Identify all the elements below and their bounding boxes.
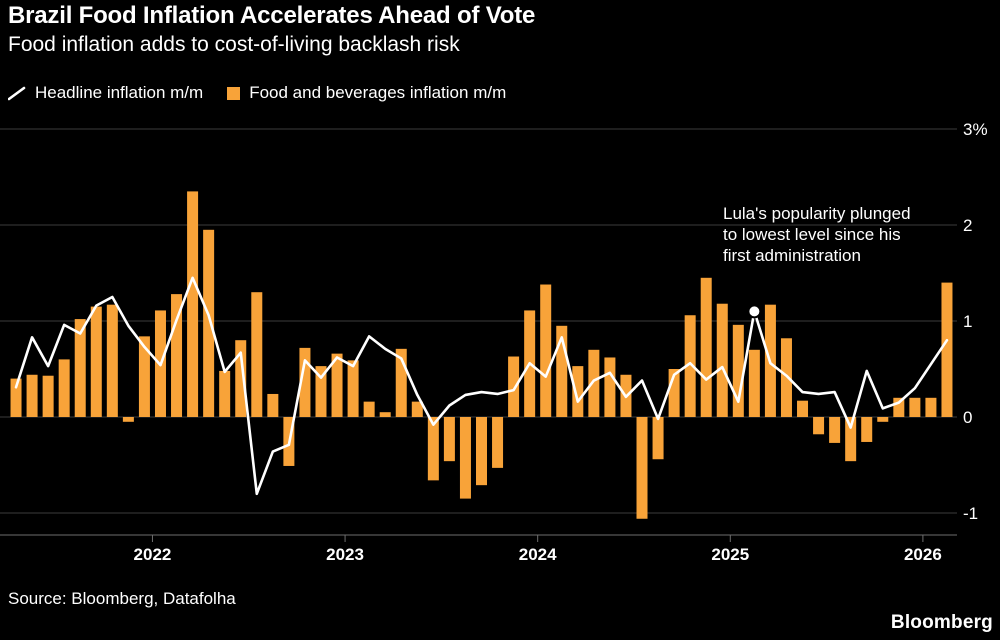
svg-text:0: 0 xyxy=(963,408,972,427)
svg-text:2025: 2025 xyxy=(711,545,749,564)
source-note: Source: Bloomberg, Datafolha xyxy=(8,589,236,608)
legend-item-headline: Headline inflation m/m xyxy=(7,83,204,103)
svg-text:1: 1 xyxy=(963,312,972,331)
svg-text:2026: 2026 xyxy=(904,545,942,564)
svg-text:3%: 3% xyxy=(963,120,988,139)
legend-label-headline: Headline inflation m/m xyxy=(35,83,204,102)
inflation-chart: 3% 2 1 0 -1 2022 2023 2024 2025 2026 xyxy=(0,120,988,564)
legend-label-food: Food and beverages inflation m/m xyxy=(249,83,507,102)
svg-text:-1: -1 xyxy=(963,504,978,523)
bloomberg-logo: Bloomberg xyxy=(890,612,993,633)
legend-item-food: Food and beverages inflation m/m xyxy=(227,83,506,103)
bar-series-icon legend-bar-swatch xyxy=(227,86,241,100)
svg-text:2024: 2024 xyxy=(519,545,557,564)
chart-subtitle: Food inflation adds to cost-of-living ba… xyxy=(8,33,460,56)
svg-text:2022: 2022 xyxy=(134,545,172,564)
svg-text:2: 2 xyxy=(963,216,972,235)
chart-legend: Headline inflation m/m Food and beverage… xyxy=(7,83,506,103)
page-title: Brazil Food Inflation Accelerates Ahead … xyxy=(8,2,536,29)
svg-text:2023: 2023 xyxy=(326,545,364,564)
line-series-icon xyxy=(7,86,26,101)
chart-annotation: Lula's popularity plunged to lowest leve… xyxy=(723,204,911,265)
